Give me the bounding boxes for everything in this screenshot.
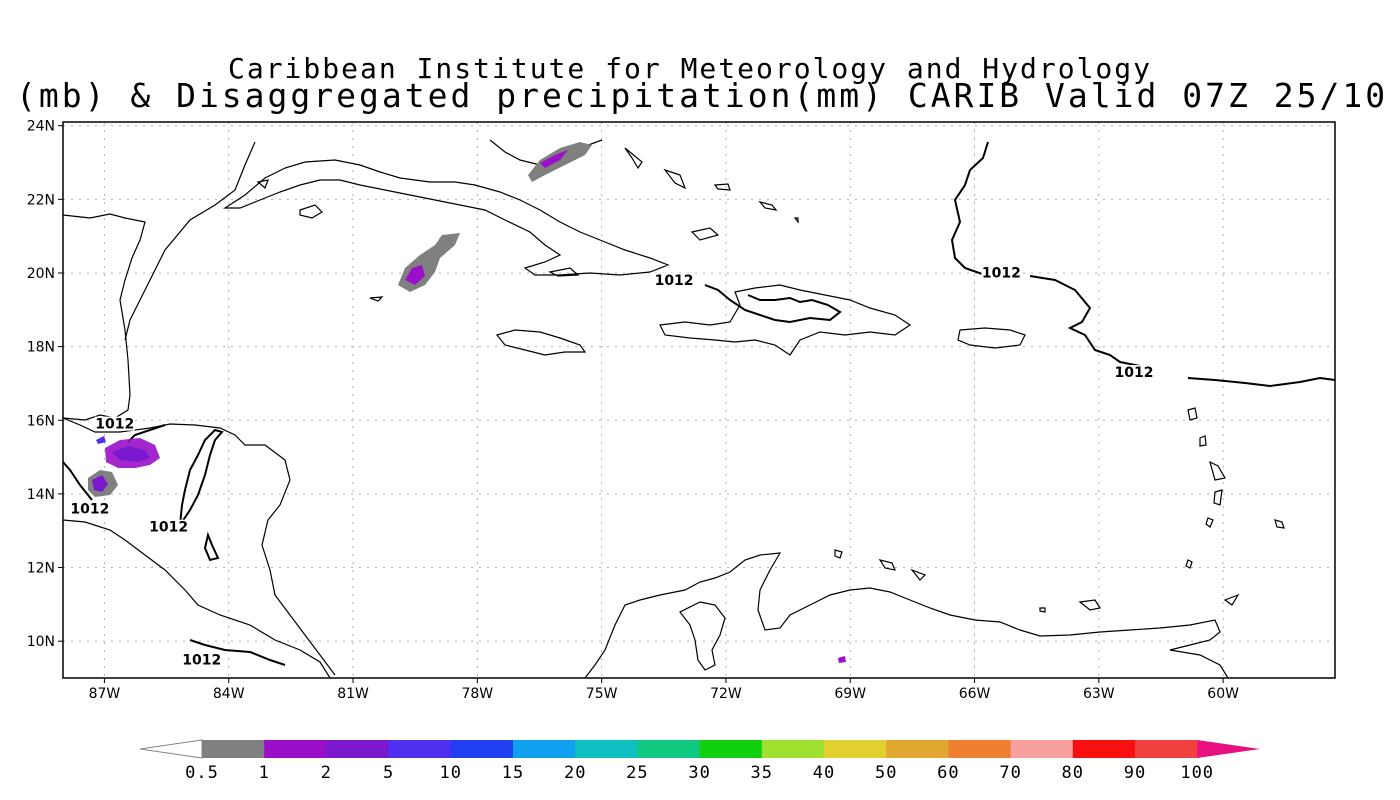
colorbar-label: 50 xyxy=(875,763,897,783)
coastline-south-america xyxy=(584,552,1229,678)
coastline-yucatan-east xyxy=(124,141,256,341)
colorbar-label: 0.5 xyxy=(185,763,219,783)
isobar-label: 1012 xyxy=(1114,365,1153,381)
lon-tick-label: 78W xyxy=(461,686,493,702)
coastline-hispaniola xyxy=(659,284,912,356)
precipitation-field xyxy=(88,142,846,663)
colorbar-label: 60 xyxy=(937,763,959,783)
colorbar-label: 70 xyxy=(999,763,1021,783)
colorbar-label: 80 xyxy=(1062,763,1084,783)
lon-tick-label: 72W xyxy=(710,686,742,702)
coastline-lake-maracaibo xyxy=(679,601,726,671)
isobar-label-bg xyxy=(981,265,1022,280)
coastline-lesser-antilles xyxy=(1185,407,1285,569)
isobar-labels: 1012 1012 1012 1012 1012 1012 1012 xyxy=(69,265,1154,668)
colorbar-label: 25 xyxy=(626,763,648,783)
isobar-label-bg xyxy=(1113,365,1154,380)
colorbar-swatch xyxy=(1010,740,1074,758)
coastline-cuba xyxy=(222,159,670,276)
colorbar-swatch xyxy=(637,740,701,758)
isobars-1012 xyxy=(63,141,1335,666)
coastline-jamaica xyxy=(495,329,587,356)
colorbar-label: 35 xyxy=(751,763,773,783)
coastline-small-islands xyxy=(256,147,799,302)
longitude-axis: 87W 84W 81W 78W 75W 72W 69W 66W 63W 60W xyxy=(89,678,1239,702)
lon-tick-label: 63W xyxy=(1083,686,1115,702)
colorbar-swatch xyxy=(388,740,452,758)
isobar-label: 1012 xyxy=(182,652,221,668)
isobar-label: 1012 xyxy=(655,273,694,289)
isobar-label: 1012 xyxy=(70,501,109,517)
colorbar-label: 10 xyxy=(440,763,462,783)
coastline-trinidad xyxy=(1223,593,1240,606)
lat-tick-label: 22N xyxy=(27,192,55,208)
isobar-label-bg xyxy=(69,501,110,516)
colorbar-swatch xyxy=(761,740,825,758)
colorbar-swatch xyxy=(824,740,887,758)
coastline-puerto-rico xyxy=(957,327,1026,349)
lat-tick-label: 10N xyxy=(27,634,55,650)
latitude-axis: 24N 22N 20N 18N 16N 14N 12N 10N xyxy=(27,119,63,650)
isobar-label-bg xyxy=(181,652,222,667)
plot-frame xyxy=(62,121,1336,679)
lon-tick-label: 87W xyxy=(89,686,121,702)
map-subtitle: (mb) & Disaggregated precipitation(mm) C… xyxy=(16,76,1400,115)
colorbar-under-arrow xyxy=(139,739,203,759)
colorbar-label: 40 xyxy=(813,763,835,783)
colorbar-label: 100 xyxy=(1180,763,1214,783)
lon-tick-label: 81W xyxy=(337,686,369,702)
isobar-label: 1012 xyxy=(95,417,134,433)
colorbar-label: 15 xyxy=(502,763,524,783)
coastline-isle-of-youth xyxy=(299,204,323,219)
coastline-aruba-curacao xyxy=(834,549,1101,613)
coastline-central-america xyxy=(63,213,336,678)
colorbar-swatch xyxy=(264,740,327,758)
colorbar-swatch xyxy=(886,740,949,758)
graticule xyxy=(63,122,1335,678)
isobar-label: 1012 xyxy=(982,266,1021,282)
colorbar-over-arrow xyxy=(1197,740,1260,758)
isobar-label-bg xyxy=(654,273,695,288)
lon-tick-label: 84W xyxy=(213,686,245,702)
lat-tick-label: 16N xyxy=(27,413,55,429)
colorbar-swatch xyxy=(513,740,576,758)
isobar-label-bg xyxy=(94,416,135,431)
isobar-label: 1012 xyxy=(149,520,188,536)
colorbar-swatch xyxy=(1135,740,1198,758)
lat-tick-label: 12N xyxy=(27,561,55,577)
lon-tick-label: 75W xyxy=(586,686,618,702)
colorbar-swatch xyxy=(699,740,763,758)
isobar-label-bg xyxy=(148,519,189,534)
lon-tick-label: 69W xyxy=(834,686,866,702)
map-title: Caribbean Institute for Meteorology and … xyxy=(227,52,1152,85)
colorbar-label: 20 xyxy=(564,763,586,783)
colorbar-legend: 0.5 1 2 5 10 15 20 25 30 35 40 50 60 70 80 90 100 xyxy=(139,739,1260,783)
lon-tick-label: 66W xyxy=(959,686,991,702)
colorbar-label: 2 xyxy=(321,763,332,783)
colorbar-swatch xyxy=(450,740,514,758)
colorbar-swatch xyxy=(575,740,638,758)
colorbar-label: 90 xyxy=(1124,763,1146,783)
colorbar-swatch xyxy=(1072,740,1136,758)
lat-tick-label: 24N xyxy=(27,119,55,135)
colorbar-label: 30 xyxy=(688,763,710,783)
lon-tick-label: 60W xyxy=(1207,686,1239,702)
colorbar-swatch xyxy=(326,740,390,758)
colorbar-label: 5 xyxy=(383,763,394,783)
colorbar-swatch xyxy=(202,740,265,758)
colorbar-label: 1 xyxy=(259,763,270,783)
lat-tick-label: 20N xyxy=(27,266,55,282)
colorbar-swatch xyxy=(948,740,1012,758)
lat-tick-label: 18N xyxy=(27,340,55,356)
lat-tick-label: 14N xyxy=(27,487,55,503)
